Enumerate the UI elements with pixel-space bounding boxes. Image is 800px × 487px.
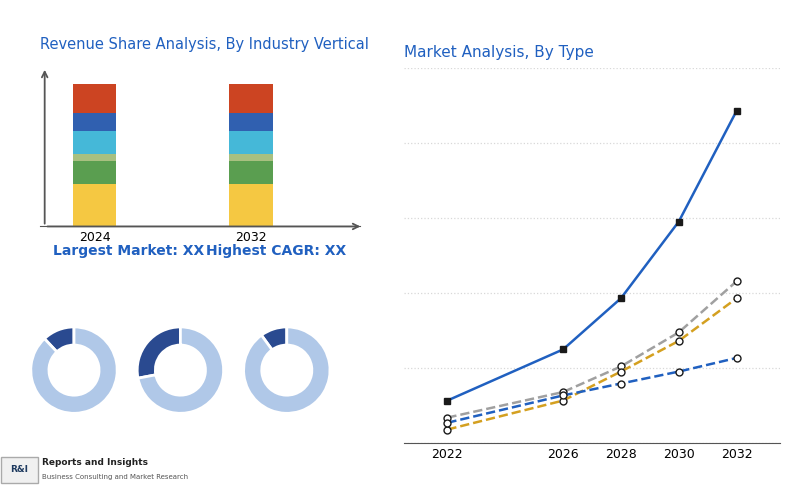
Bar — [73, 161, 117, 184]
Wedge shape — [138, 327, 223, 413]
FancyBboxPatch shape — [1, 457, 38, 483]
Bar — [229, 112, 273, 131]
Bar — [229, 161, 273, 184]
Text: Highest CAGR: XX: Highest CAGR: XX — [206, 244, 346, 258]
Bar — [73, 131, 117, 154]
Bar — [229, 184, 273, 226]
Wedge shape — [138, 327, 181, 378]
Text: Market Analysis, By Type: Market Analysis, By Type — [404, 45, 594, 60]
Text: Reports and Insights: Reports and Insights — [42, 458, 148, 467]
Wedge shape — [244, 327, 330, 413]
Text: Business Consulting and Market Research: Business Consulting and Market Research — [42, 474, 188, 480]
Wedge shape — [262, 327, 287, 350]
Bar — [73, 154, 117, 161]
Bar — [229, 84, 273, 112]
Text: R&I: R&I — [10, 465, 28, 474]
Bar — [73, 184, 117, 226]
Text: Revenue Share Analysis, By Industry Vertical: Revenue Share Analysis, By Industry Vert… — [40, 37, 369, 52]
Wedge shape — [31, 327, 117, 413]
Bar — [229, 131, 273, 154]
Text: Largest Market: XX: Largest Market: XX — [53, 244, 204, 258]
Bar — [73, 84, 117, 112]
Bar — [73, 112, 117, 131]
Bar — [229, 154, 273, 161]
Wedge shape — [45, 327, 74, 352]
Text: GLOBAL INTEGRATED AUTOMATION SYSTEM (IAS) MARKET SEGMENT ANALYSIS: GLOBAL INTEGRATED AUTOMATION SYSTEM (IAS… — [12, 19, 662, 34]
